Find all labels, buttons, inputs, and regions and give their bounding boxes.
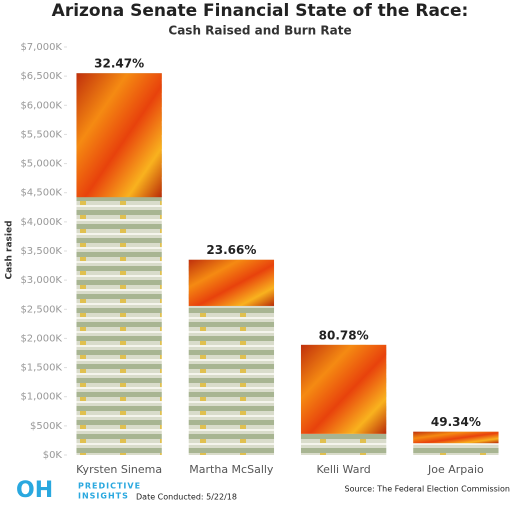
x-tick-label: Martha McSally [189,463,274,476]
x-tick-label: Kyrsten Sinema [76,463,162,476]
logo-mark: OH [16,478,53,503]
y-axis-label: Cash rasied [5,220,15,279]
y-tick-label: $5,000K [20,159,62,170]
x-tick-label: Joe Arpaio [427,463,484,476]
date-note: Date Conducted: 5/22/18 [136,493,237,502]
burn-segment [76,73,162,198]
data-label: 80.78% [319,328,369,342]
y-tick-label: $3,000K [20,275,62,286]
y-tick-label: $6,500K [20,71,62,82]
source-note: Source: The Federal Election Commission [345,485,510,494]
y-tick-label: $4,500K [20,188,62,199]
y-tick-label: $7,000K [20,42,62,53]
y-tick-label: $0K [43,450,63,461]
y-tick-label: $3,500K [20,246,62,257]
chart-subtitle: Cash Raised and Burn Rate [168,24,351,38]
y-tick-label: $5,500K [20,129,62,140]
y-tick-label: $500K [30,421,62,432]
burn-segment [188,259,275,306]
y-tick-label: $2,500K [20,304,62,315]
y-tick-label: $6,000K [20,100,62,111]
burn-segment [413,431,499,444]
logo-text: INSIGHTS [78,492,129,501]
y-tick-label: $2,000K [20,333,62,344]
logo-text: PREDICTIVE [78,482,141,491]
y-tick-label: $4,000K [20,217,62,228]
y-tick-label: $1,000K [20,392,62,403]
data-label: 49.34% [431,415,481,429]
data-label: 23.66% [206,243,256,257]
chart-title: Arizona Senate Financial State of the Ra… [52,1,469,21]
x-tick-label: Kelli Ward [316,463,370,476]
y-tick-label: $1,500K [20,363,62,374]
burn-segment [300,344,387,434]
data-label: 32.47% [94,57,144,71]
